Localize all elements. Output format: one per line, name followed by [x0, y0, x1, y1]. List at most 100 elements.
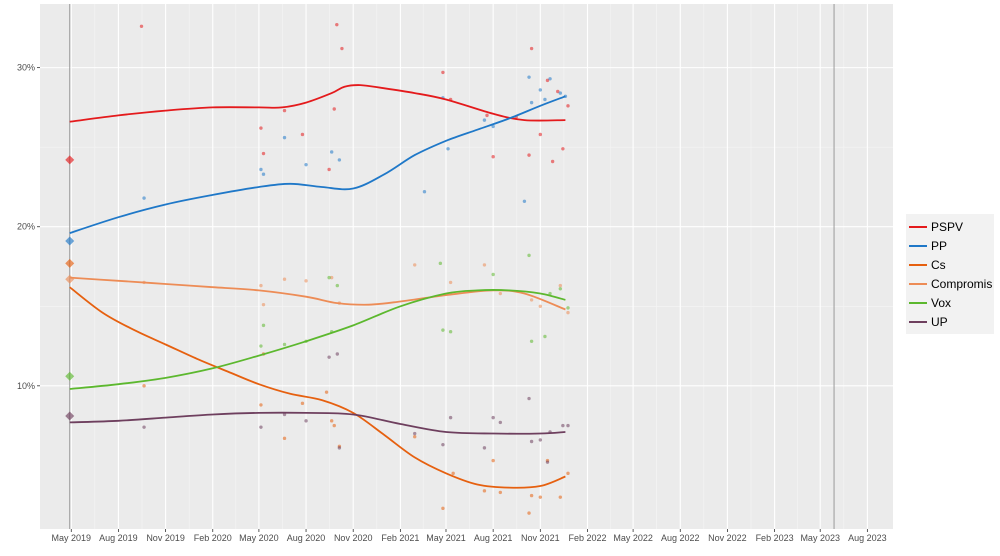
poll-point-up — [482, 446, 487, 450]
x-axis: May 2019 Aug 2019 Nov 2019 Feb 2020 May 2020… — [52, 529, 887, 543]
x-tick-label: Aug 2020 — [287, 533, 326, 543]
poll-point-up — [491, 415, 495, 420]
poll-point-up — [538, 438, 543, 442]
x-tick-label: Nov 2021 — [521, 533, 560, 543]
poll-point-compromis — [413, 263, 417, 267]
poll-point-pspv — [491, 155, 495, 159]
legend-label: Cs — [931, 257, 946, 272]
poll-point-up — [413, 431, 417, 436]
poll-point-cs — [329, 419, 334, 423]
poll-point-up — [448, 415, 453, 420]
legend-swatch — [909, 301, 927, 304]
legend-swatch — [909, 244, 927, 247]
poll-point-compromis — [329, 275, 334, 280]
x-tick-label: Aug 2023 — [848, 533, 887, 543]
poll-point-pspv — [538, 132, 543, 137]
poll-point-pp — [482, 118, 487, 122]
poll-point-pp — [142, 196, 146, 200]
poll-point-pspv — [340, 46, 344, 51]
x-tick-label: Aug 2019 — [99, 533, 138, 543]
x-tick-label: Nov 2022 — [708, 533, 747, 543]
poll-point-cs — [142, 384, 146, 388]
poll-point-vox — [261, 323, 266, 328]
poll-point-cs — [558, 495, 563, 499]
poll-point-pspv — [561, 147, 565, 151]
poll-point-up — [527, 396, 531, 401]
y-tick-label: 20% — [17, 222, 35, 232]
poll-point-cs — [538, 495, 543, 499]
election-result-markers — [65, 155, 75, 421]
poll-point-up — [498, 420, 503, 425]
x-tick-label: May 2023 — [800, 533, 840, 543]
poll-point-vox — [438, 261, 443, 266]
legend-item-compromis: Compromis — [906, 274, 994, 293]
poll-point-compromis — [261, 302, 266, 307]
poll-point-cs — [413, 435, 417, 439]
x-tick-label: May 2020 — [239, 533, 279, 543]
poll-point-pspv — [527, 153, 531, 157]
poll-point-compromis — [558, 283, 563, 288]
poll-point-pp — [491, 124, 495, 129]
poll-point-cs — [482, 489, 487, 493]
poll-point-vox — [543, 334, 547, 339]
poll-point-vox — [491, 272, 495, 277]
legend-swatch — [909, 225, 927, 228]
poll-point-up — [142, 425, 146, 429]
poll-point-cs — [332, 423, 336, 428]
poll-point-pspv — [566, 104, 570, 108]
poll-point-pp — [329, 150, 334, 154]
trend-line-vox — [69, 289, 566, 390]
legend-label: Vox — [931, 295, 952, 310]
poll-point-vox — [259, 344, 263, 348]
y-tick-label: 30% — [17, 63, 35, 73]
legend-swatch — [909, 263, 927, 266]
poll-point-compromis — [566, 310, 570, 315]
poll-point-compromis — [282, 277, 287, 281]
poll-point-up — [545, 460, 550, 464]
poll-point-pp — [259, 167, 263, 172]
poll-point-up — [282, 412, 287, 417]
poll-point-compromis — [482, 263, 487, 267]
x-tick-label: Feb 2021 — [381, 533, 419, 543]
poll-point-cs — [259, 403, 263, 407]
legend-label: PP — [931, 238, 948, 253]
poll-point-cs — [527, 511, 531, 515]
plot-background — [40, 4, 893, 529]
legend-swatch — [909, 320, 927, 323]
poll-point-pspv — [327, 167, 331, 172]
x-tick-label: Nov 2019 — [146, 533, 185, 543]
legend: PSPV PP Cs Compromis Vox UP — [906, 214, 994, 334]
trend-lines — [69, 84, 566, 489]
legend-item-pp: PP — [906, 236, 994, 255]
poll-point-vox — [448, 330, 453, 334]
poll-point-up — [335, 352, 340, 356]
x-tick-label: Nov 2020 — [334, 533, 373, 543]
y-tick-label: 10% — [17, 381, 35, 391]
legend-item-vox: Vox — [906, 293, 994, 312]
poll-point-up — [259, 425, 263, 429]
election-result-pspv — [65, 155, 75, 165]
election-result-vox — [65, 371, 75, 381]
poll-point-compromis — [538, 304, 543, 308]
poll-point-compromis — [304, 279, 308, 283]
poll-point-cs — [529, 493, 534, 498]
poll-point-up — [304, 419, 308, 423]
poll-point-vox — [527, 253, 531, 258]
poll-point-vox — [335, 283, 340, 288]
poll-point-compromis — [448, 280, 453, 285]
poll-point-compromis — [529, 298, 534, 302]
poll-point-pp — [337, 158, 342, 162]
poll-point-up — [566, 423, 570, 428]
poll-point-pspv — [300, 132, 305, 137]
poll-point-up — [327, 355, 331, 359]
x-tick-label: Aug 2021 — [474, 533, 513, 543]
poll-point-cs — [451, 471, 455, 476]
poll-point-pspv — [550, 159, 555, 164]
poll-point-pspv — [259, 126, 263, 130]
poll-point-vox — [282, 342, 287, 347]
poll-point-pp — [422, 190, 427, 194]
trend-line-up — [69, 411, 566, 435]
poll-point-pspv — [556, 89, 560, 94]
x-tick-label: May 2019 — [52, 533, 92, 543]
legend-label: PSPV — [931, 219, 964, 234]
